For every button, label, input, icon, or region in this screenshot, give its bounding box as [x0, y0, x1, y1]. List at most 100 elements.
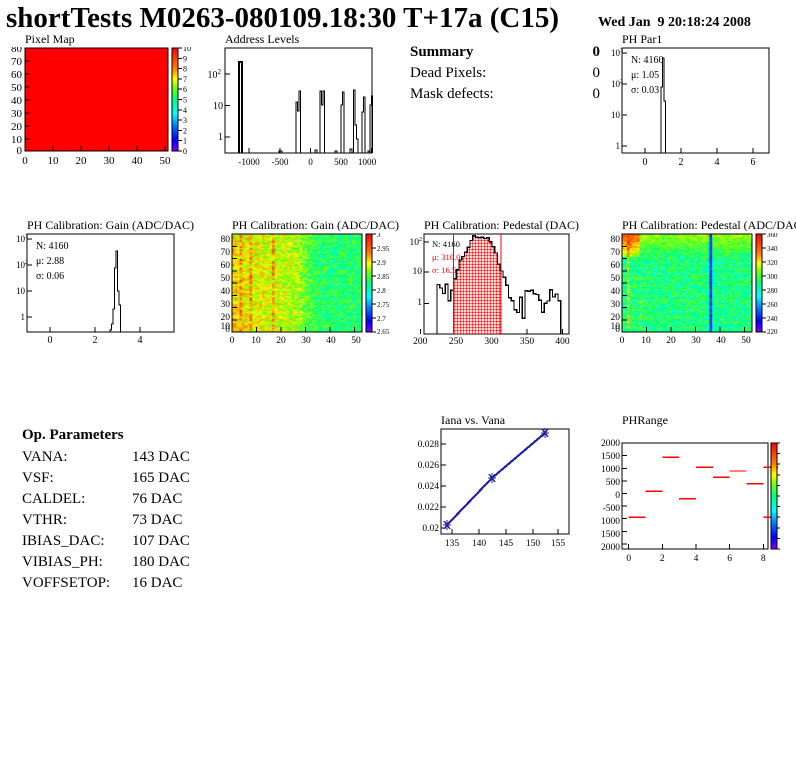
svg-text:50: 50 — [741, 336, 751, 345]
svg-text:20: 20 — [76, 155, 88, 167]
svg-text:1: 1 — [417, 298, 422, 308]
svg-text:1: 1 — [183, 137, 187, 146]
svg-text:σ: 0.06: σ: 0.06 — [36, 271, 64, 282]
svg-text:60: 60 — [221, 261, 231, 271]
svg-text:20: 20 — [276, 336, 286, 345]
svg-text:4: 4 — [138, 335, 143, 345]
svg-text:10: 10 — [183, 47, 191, 53]
svg-text:70: 70 — [611, 248, 621, 258]
svg-text:0.022: 0.022 — [418, 503, 440, 513]
svg-text:0.024: 0.024 — [418, 482, 440, 492]
svg-text:0.028: 0.028 — [418, 440, 440, 450]
svg-text:1000: 1000 — [358, 157, 377, 167]
svg-text:30: 30 — [221, 300, 231, 310]
svg-text:30: 30 — [691, 336, 701, 345]
svg-text:50: 50 — [160, 155, 172, 167]
svg-text:40: 40 — [221, 287, 231, 297]
svg-text:7: 7 — [183, 75, 187, 84]
svg-text:μ: 2.88: μ: 2.88 — [36, 256, 64, 267]
svg-text:400: 400 — [555, 337, 570, 345]
svg-text:9: 9 — [183, 54, 187, 63]
svg-text:140: 140 — [472, 539, 487, 549]
svg-text:30: 30 — [301, 336, 311, 345]
svg-text:1: 1 — [616, 141, 621, 151]
svg-text:2: 2 — [660, 554, 665, 564]
svg-text:4: 4 — [715, 157, 720, 167]
svg-text:20: 20 — [11, 121, 23, 133]
svg-text:1500: 1500 — [601, 452, 620, 462]
svg-text:0: 0 — [183, 147, 187, 156]
svg-text:30: 30 — [611, 300, 621, 310]
svg-text:340: 340 — [767, 245, 778, 253]
svg-text:-500: -500 — [603, 504, 621, 514]
svg-text:6: 6 — [183, 85, 187, 94]
svg-text:10: 10 — [413, 267, 423, 277]
svg-text:70: 70 — [221, 248, 231, 258]
svg-text:220: 220 — [767, 328, 778, 336]
svg-text:500: 500 — [606, 478, 621, 488]
svg-text:240: 240 — [767, 315, 778, 323]
svg-text:3: 3 — [377, 233, 381, 239]
svg-text:0: 0 — [48, 335, 53, 345]
svg-text:2000: 2000 — [601, 543, 620, 553]
svg-text:1000: 1000 — [601, 465, 620, 475]
svg-text:2.85: 2.85 — [377, 273, 390, 281]
svg-text:150: 150 — [526, 539, 541, 549]
svg-text:40: 40 — [716, 336, 726, 345]
svg-text:0: 0 — [615, 325, 620, 335]
svg-text:80: 80 — [221, 235, 231, 245]
svg-text:σ: 0.03: σ: 0.03 — [631, 85, 659, 96]
svg-text:10: 10 — [213, 101, 223, 112]
svg-text:200: 200 — [413, 337, 428, 345]
svg-text:350: 350 — [520, 337, 535, 345]
svg-text:0.026: 0.026 — [418, 461, 440, 471]
svg-text:8: 8 — [761, 554, 766, 564]
svg-text:260: 260 — [767, 301, 778, 309]
svg-text:2: 2 — [183, 126, 187, 135]
svg-text:40: 40 — [11, 95, 23, 107]
svg-text:4: 4 — [183, 106, 187, 115]
svg-text:320: 320 — [767, 259, 778, 267]
svg-text:σ: 16.5: σ: 16.5 — [432, 265, 456, 275]
svg-text:50: 50 — [351, 336, 361, 345]
svg-text:1: 1 — [21, 312, 26, 322]
svg-text:30: 30 — [11, 108, 23, 120]
svg-text:145: 145 — [499, 539, 514, 549]
svg-text:155: 155 — [551, 539, 566, 549]
svg-text:102: 102 — [208, 68, 222, 81]
svg-text:10: 10 — [16, 286, 26, 296]
svg-text:5: 5 — [183, 96, 187, 105]
svg-text:300: 300 — [767, 273, 778, 281]
svg-text:2.7: 2.7 — [377, 315, 386, 323]
svg-text:10: 10 — [611, 110, 621, 120]
svg-text:6: 6 — [751, 157, 756, 167]
svg-text:10: 10 — [641, 336, 651, 345]
svg-text:70: 70 — [11, 56, 23, 68]
svg-text:8: 8 — [183, 65, 187, 74]
svg-text:40: 40 — [326, 336, 336, 345]
svg-text:6: 6 — [727, 554, 732, 564]
svg-text:280: 280 — [767, 287, 778, 295]
svg-text:0: 0 — [230, 336, 235, 345]
svg-text:2: 2 — [679, 157, 684, 167]
svg-text:1500: 1500 — [601, 530, 620, 540]
svg-text:-500: -500 — [272, 157, 289, 167]
svg-text:300: 300 — [484, 337, 499, 345]
svg-text:0: 0 — [643, 157, 648, 167]
svg-text:40: 40 — [611, 287, 621, 297]
svg-text:10: 10 — [48, 155, 60, 167]
svg-text:80: 80 — [11, 47, 23, 55]
svg-text:1: 1 — [218, 132, 223, 143]
svg-text:-1000: -1000 — [238, 157, 260, 167]
svg-text:4: 4 — [694, 554, 699, 564]
svg-text:40: 40 — [132, 155, 144, 167]
svg-text:2.8: 2.8 — [377, 287, 386, 295]
svg-text:N: 4160: N: 4160 — [36, 241, 69, 252]
svg-text:0: 0 — [22, 155, 28, 167]
svg-text:500: 500 — [334, 157, 348, 167]
svg-text:N: 4160: N: 4160 — [631, 55, 664, 66]
svg-text:0: 0 — [626, 554, 631, 564]
svg-text:135: 135 — [445, 539, 460, 549]
svg-text:N: 4160: N: 4160 — [432, 239, 460, 249]
svg-text:2.65: 2.65 — [377, 328, 390, 336]
